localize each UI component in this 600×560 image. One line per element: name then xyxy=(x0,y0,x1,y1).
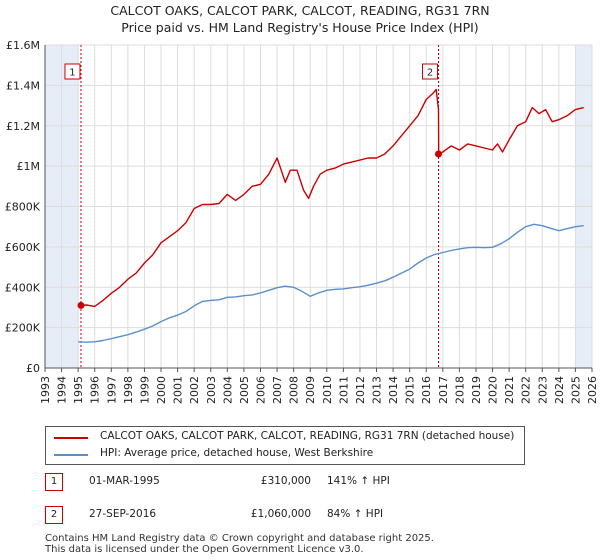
x-tick-label: 2006 xyxy=(254,376,267,404)
x-tick-label: 2013 xyxy=(371,376,384,404)
legend-line-property xyxy=(54,437,88,439)
x-tick-label: 1993 xyxy=(39,376,52,404)
sale-point xyxy=(435,150,443,158)
x-tick-label: 2011 xyxy=(337,376,350,404)
x-tick-label: 2026 xyxy=(586,376,599,404)
x-tick-label: 1995 xyxy=(72,376,85,404)
transaction-number-badge: 2 xyxy=(45,506,63,524)
y-tick-label: £200K xyxy=(5,322,41,335)
x-tick-label: 2008 xyxy=(288,376,301,404)
marker-badge xyxy=(422,63,439,80)
x-tick-label: 2024 xyxy=(553,376,566,404)
x-tick-label: 2022 xyxy=(520,376,533,404)
transaction-date: 27-SEP-2016 xyxy=(89,508,157,520)
x-tick-label: 2025 xyxy=(569,376,582,404)
hpi-line xyxy=(78,223,584,343)
x-tick-label: 2023 xyxy=(536,376,549,404)
x-tick-label: 2019 xyxy=(470,376,483,404)
marker-badge-label: 1 xyxy=(69,68,75,79)
y-tick-label: £600K xyxy=(5,241,41,254)
x-tick-label: 2020 xyxy=(487,376,500,404)
x-tick-label: 2014 xyxy=(387,376,400,404)
y-tick-label: £400K xyxy=(5,281,41,294)
transaction-number-badge: 1 xyxy=(45,473,63,491)
chart-title-line2: Price paid vs. HM Land Registry's House … xyxy=(121,20,479,35)
x-tick-label: 1998 xyxy=(122,376,135,404)
chart-title-line1: CALCOT OAKS, CALCOT PARK, CALCOT, READIN… xyxy=(110,3,490,18)
y-tick-label: £1.4M xyxy=(6,79,40,92)
transaction-price: £310,000 xyxy=(260,475,311,487)
x-tick-label: 1994 xyxy=(56,376,69,404)
x-tick-label: 2012 xyxy=(354,376,367,404)
x-tick-label: 2018 xyxy=(453,376,466,404)
x-tick-label: 2000 xyxy=(155,376,168,404)
x-tick-label: 2015 xyxy=(404,376,417,404)
x-tick-label: 2004 xyxy=(221,376,234,404)
legend-label-property: CALCOT OAKS, CALCOT PARK, CALCOT, READIN… xyxy=(100,430,515,442)
transaction-row: 1 01-MAR-1995 £310,000 141% ↑ HPI xyxy=(45,473,565,491)
x-tick-label: 2016 xyxy=(420,376,433,404)
x-tick-label: 2005 xyxy=(238,376,251,404)
y-tick-label: £1M xyxy=(17,160,41,173)
x-tick-label: 2007 xyxy=(271,376,284,404)
x-tick-label: 1999 xyxy=(138,376,151,404)
x-tick-label: 2021 xyxy=(503,376,516,404)
x-tick-label: 1996 xyxy=(89,376,102,404)
footer-license: This data is licensed under the Open Gov… xyxy=(45,544,364,555)
x-tick-label: 2017 xyxy=(437,376,450,404)
chart-legend: CALCOT OAKS, CALCOT PARK, CALCOT, READIN… xyxy=(45,426,525,465)
y-tick-label: £0 xyxy=(26,362,40,375)
y-tick-label: £1.6M xyxy=(6,39,40,52)
x-tick-label: 2001 xyxy=(172,376,185,404)
legend-label-hpi: HPI: Average price, detached house, West… xyxy=(100,447,374,459)
x-tick-label: 1997 xyxy=(105,376,118,404)
footer-copyright: Contains HM Land Registry data © Crown c… xyxy=(45,533,434,544)
x-tick-label: 2009 xyxy=(304,376,317,404)
transaction-price: £1,060,000 xyxy=(250,508,311,520)
x-tick-label: 2003 xyxy=(205,376,218,404)
marker-badge xyxy=(64,63,81,80)
sale-point xyxy=(77,301,85,309)
y-tick-label: £1.2M xyxy=(6,120,40,133)
price-chart: £0 £200K £400K £600K £800K £1M £1.2M £1.4M £1.6M… xyxy=(5,39,599,404)
transaction-row: 2 27-SEP-2016 £1,060,000 84% ↑ HPI xyxy=(45,506,565,524)
y-tick-label: £800K xyxy=(5,201,41,214)
transaction-hpi-change: 84% ↑ HPI xyxy=(327,508,384,520)
x-tick-label: 2010 xyxy=(321,376,334,404)
x-tick-label: 2002 xyxy=(188,376,201,404)
transaction-hpi-change: 141% ↑ HPI xyxy=(327,475,390,487)
property-price-line xyxy=(80,88,584,308)
marker-badge-label: 2 xyxy=(427,68,433,79)
legend-line-hpi xyxy=(54,454,88,456)
transaction-date: 01-MAR-1995 xyxy=(89,475,160,487)
